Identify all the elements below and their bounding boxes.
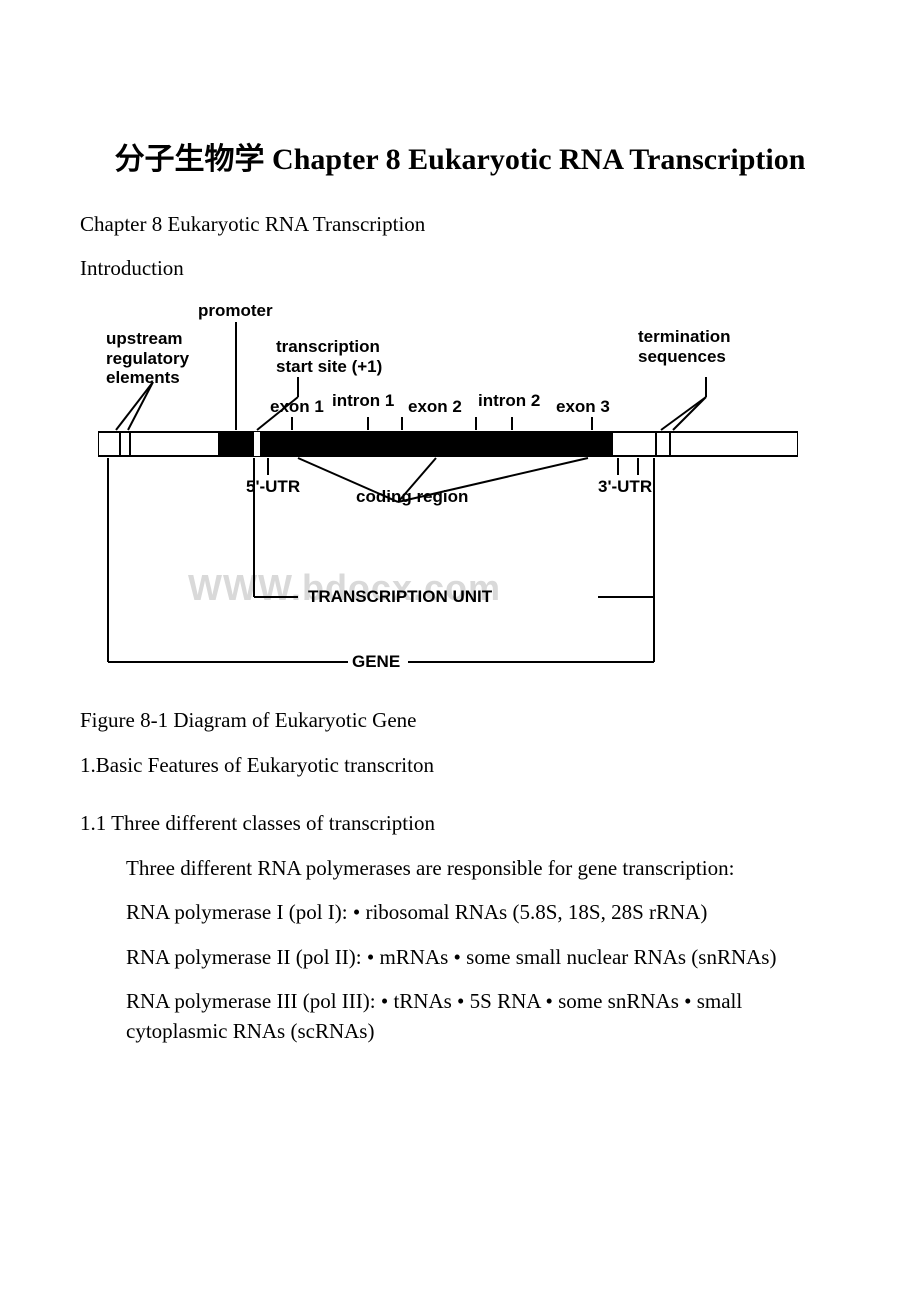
label-promoter: promoter (198, 301, 273, 321)
label-termination: termination sequences (638, 327, 731, 366)
label-upstream: upstream regulatory elements (106, 329, 189, 388)
label-transcription-unit: TRANSCRIPTION UNIT (308, 587, 492, 607)
label-exon3: exon 3 (556, 397, 610, 417)
section-1-heading: 1.Basic Features of Eukaryotic transcrit… (80, 750, 840, 780)
label-exon2: exon 2 (408, 397, 462, 417)
label-gene: GENE (352, 652, 400, 672)
label-exon1: exon 1 (270, 397, 324, 417)
page-title: 分子生物学 Chapter 8 Eukaryotic RNA Transcrip… (80, 140, 840, 181)
paragraph-intro: Three different RNA polymerases are resp… (80, 853, 840, 883)
label-tss: transcription start site (+1) (276, 337, 382, 376)
chapter-heading: Chapter 8 Eukaryotic RNA Transcription (80, 209, 840, 239)
label-coding: coding region (356, 487, 468, 507)
label-intron2: intron 2 (478, 391, 540, 411)
gene-diagram: WWW.bdocx.com (98, 297, 798, 687)
paragraph-pol1: RNA polymerase I (pol I): • ribosomal RN… (80, 897, 840, 927)
section-1-1-heading: 1.1 Three different classes of transcrip… (80, 808, 840, 838)
paragraph-pol3: RNA polymerase III (pol III): • tRNAs • … (80, 986, 840, 1047)
intro-heading: Introduction (80, 253, 840, 283)
label-intron1: intron 1 (332, 391, 394, 411)
label-5utr: 5'-UTR (246, 477, 300, 497)
figure-caption: Figure 8-1 Diagram of Eukaryotic Gene (80, 705, 840, 735)
paragraph-pol2: RNA polymerase II (pol II): • mRNAs • so… (80, 942, 840, 972)
label-3utr: 3'-UTR (598, 477, 652, 497)
